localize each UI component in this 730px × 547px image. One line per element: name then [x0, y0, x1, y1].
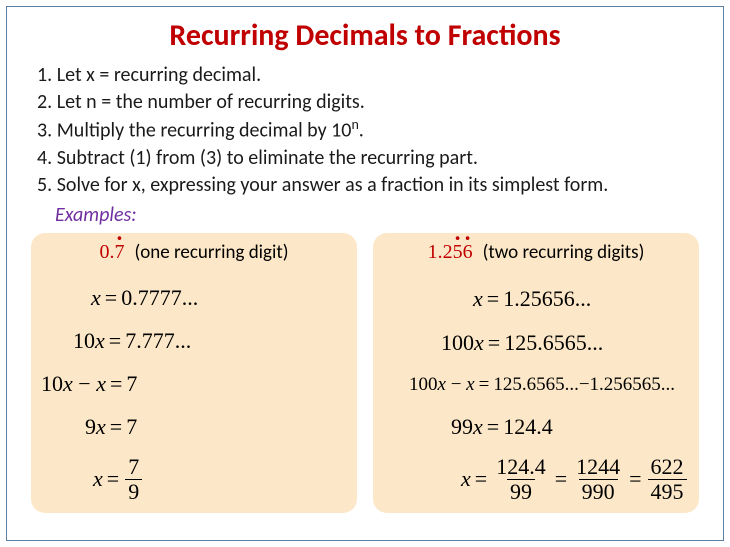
- example-b-note: (two recurring digits): [483, 241, 645, 264]
- example-b-header: 1.256 (two recurring digits): [381, 241, 691, 264]
- math-line: x= 124.499 = 1244990 = 622495: [381, 456, 691, 503]
- fraction: 622495: [648, 456, 687, 503]
- fraction: 124.499: [493, 456, 549, 503]
- step-2: 2. Let n = the number of recurring digit…: [37, 89, 703, 116]
- math-line: 100x=125.6565...: [381, 328, 691, 358]
- examples-label: Examples:: [55, 203, 703, 227]
- example-a: 0.7 (one recurring digit) x=0.7777... 10…: [31, 233, 357, 513]
- math-line: 100x − x=125.6565...−1.256565...: [381, 372, 691, 398]
- step-3: 3. Multiply the recurring decimal by 10n…: [37, 116, 703, 145]
- step-5: 5. Solve for x, expressing your answer a…: [37, 172, 703, 199]
- fraction: 7 9: [125, 456, 142, 503]
- example-b: 1.256 (two recurring digits) x=1.25656..…: [373, 233, 699, 513]
- example-a-header: 0.7 (one recurring digit): [39, 241, 349, 264]
- example-a-decimal: 0.7: [100, 241, 125, 263]
- math-line: x= 7 9: [39, 456, 349, 503]
- math-line: 99x=124.4: [381, 412, 691, 442]
- step-4: 4. Subtract (1) from (3) to eliminate th…: [37, 145, 703, 172]
- examples-row: 0.7 (one recurring digit) x=0.7777... 10…: [27, 233, 703, 513]
- example-b-decimal: 1.256: [428, 241, 473, 263]
- math-line: x=0.7777...: [39, 283, 349, 313]
- step-1: 1. Let x = recurring decimal.: [37, 62, 703, 89]
- page-title: Recurring Decimals to Fractions: [27, 17, 703, 54]
- math-line: 9x=7: [39, 412, 349, 442]
- math-line: 10x − x=7: [39, 369, 349, 399]
- content-frame: Recurring Decimals to Fractions 1. Let x…: [6, 6, 724, 541]
- math-line: 10x=7.777...: [39, 326, 349, 356]
- math-line: x=1.25656...: [381, 284, 691, 314]
- fraction: 1244990: [573, 456, 623, 503]
- steps-list: 1. Let x = recurring decimal. 2. Let n =…: [37, 62, 703, 199]
- example-a-note: (one recurring digit): [135, 241, 289, 264]
